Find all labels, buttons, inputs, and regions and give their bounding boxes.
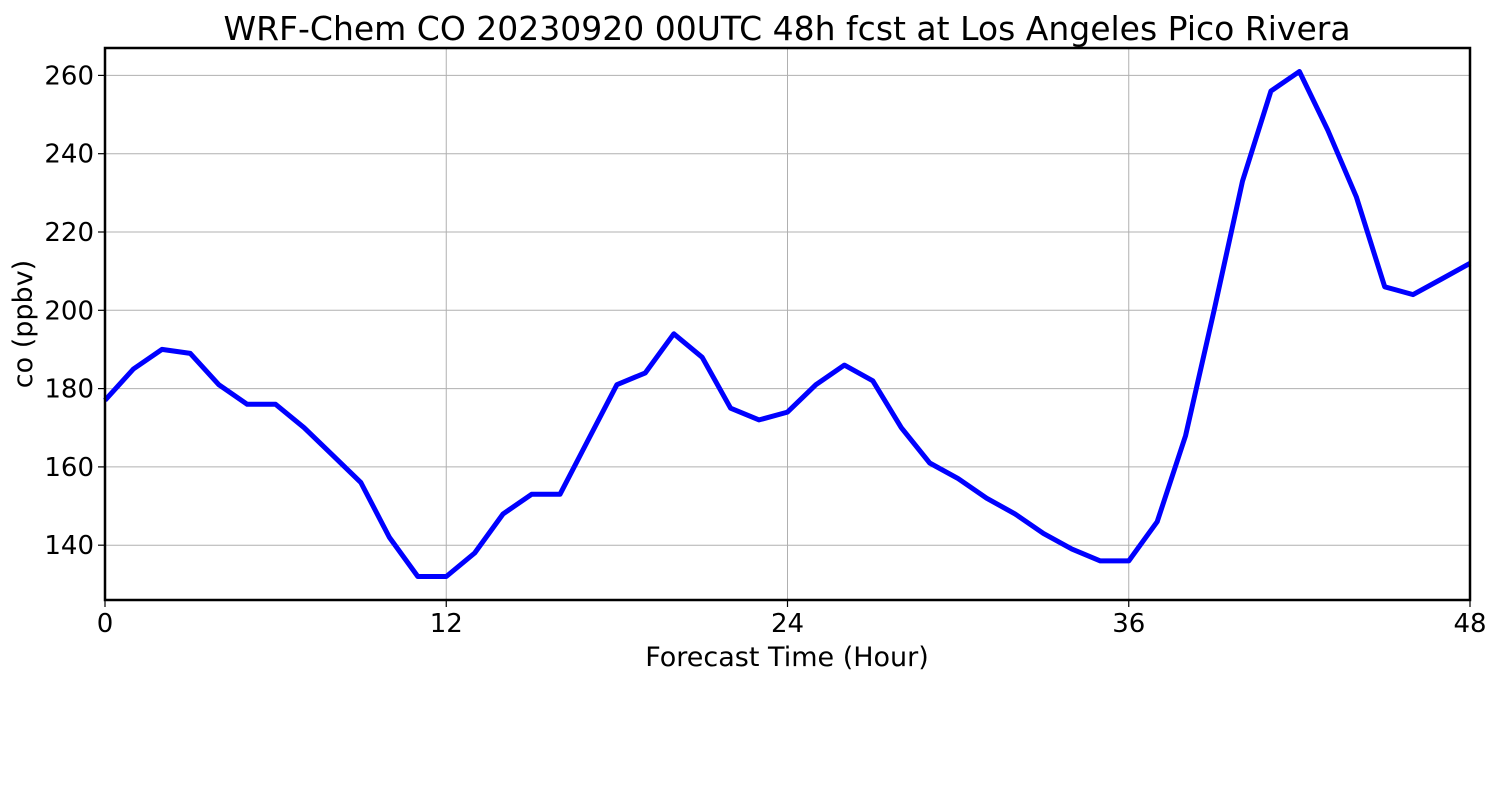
y-tick-label: 180 xyxy=(44,375,94,405)
x-tick-label: 48 xyxy=(1453,609,1486,639)
y-tick-label: 200 xyxy=(44,296,94,326)
series-line xyxy=(103,69,1472,579)
x-tick-label: 0 xyxy=(97,609,114,639)
x-axis-title: Forecast Time (Hour) xyxy=(645,642,929,673)
chart-title: WRF-Chem CO 20230920 00UTC 48h fcst at L… xyxy=(223,9,1350,48)
y-tick-label: 140 xyxy=(44,531,94,561)
y-axis-title: co (ppbv) xyxy=(8,260,39,388)
y-tick-label: 160 xyxy=(44,453,94,483)
y-tick-label: 220 xyxy=(44,218,94,248)
x-tick-label: 24 xyxy=(771,609,804,639)
x-tick-label: 12 xyxy=(430,609,463,639)
x-tick-label: 36 xyxy=(1112,609,1145,639)
axis-ticks: 0 12 24 36 48 140 160 180 200 220 240 260 xyxy=(44,61,1486,639)
plot-area xyxy=(103,69,1472,579)
y-tick-label: 240 xyxy=(44,140,94,170)
y-tick-label: 260 xyxy=(44,61,94,91)
grid-lines xyxy=(104,48,1471,600)
